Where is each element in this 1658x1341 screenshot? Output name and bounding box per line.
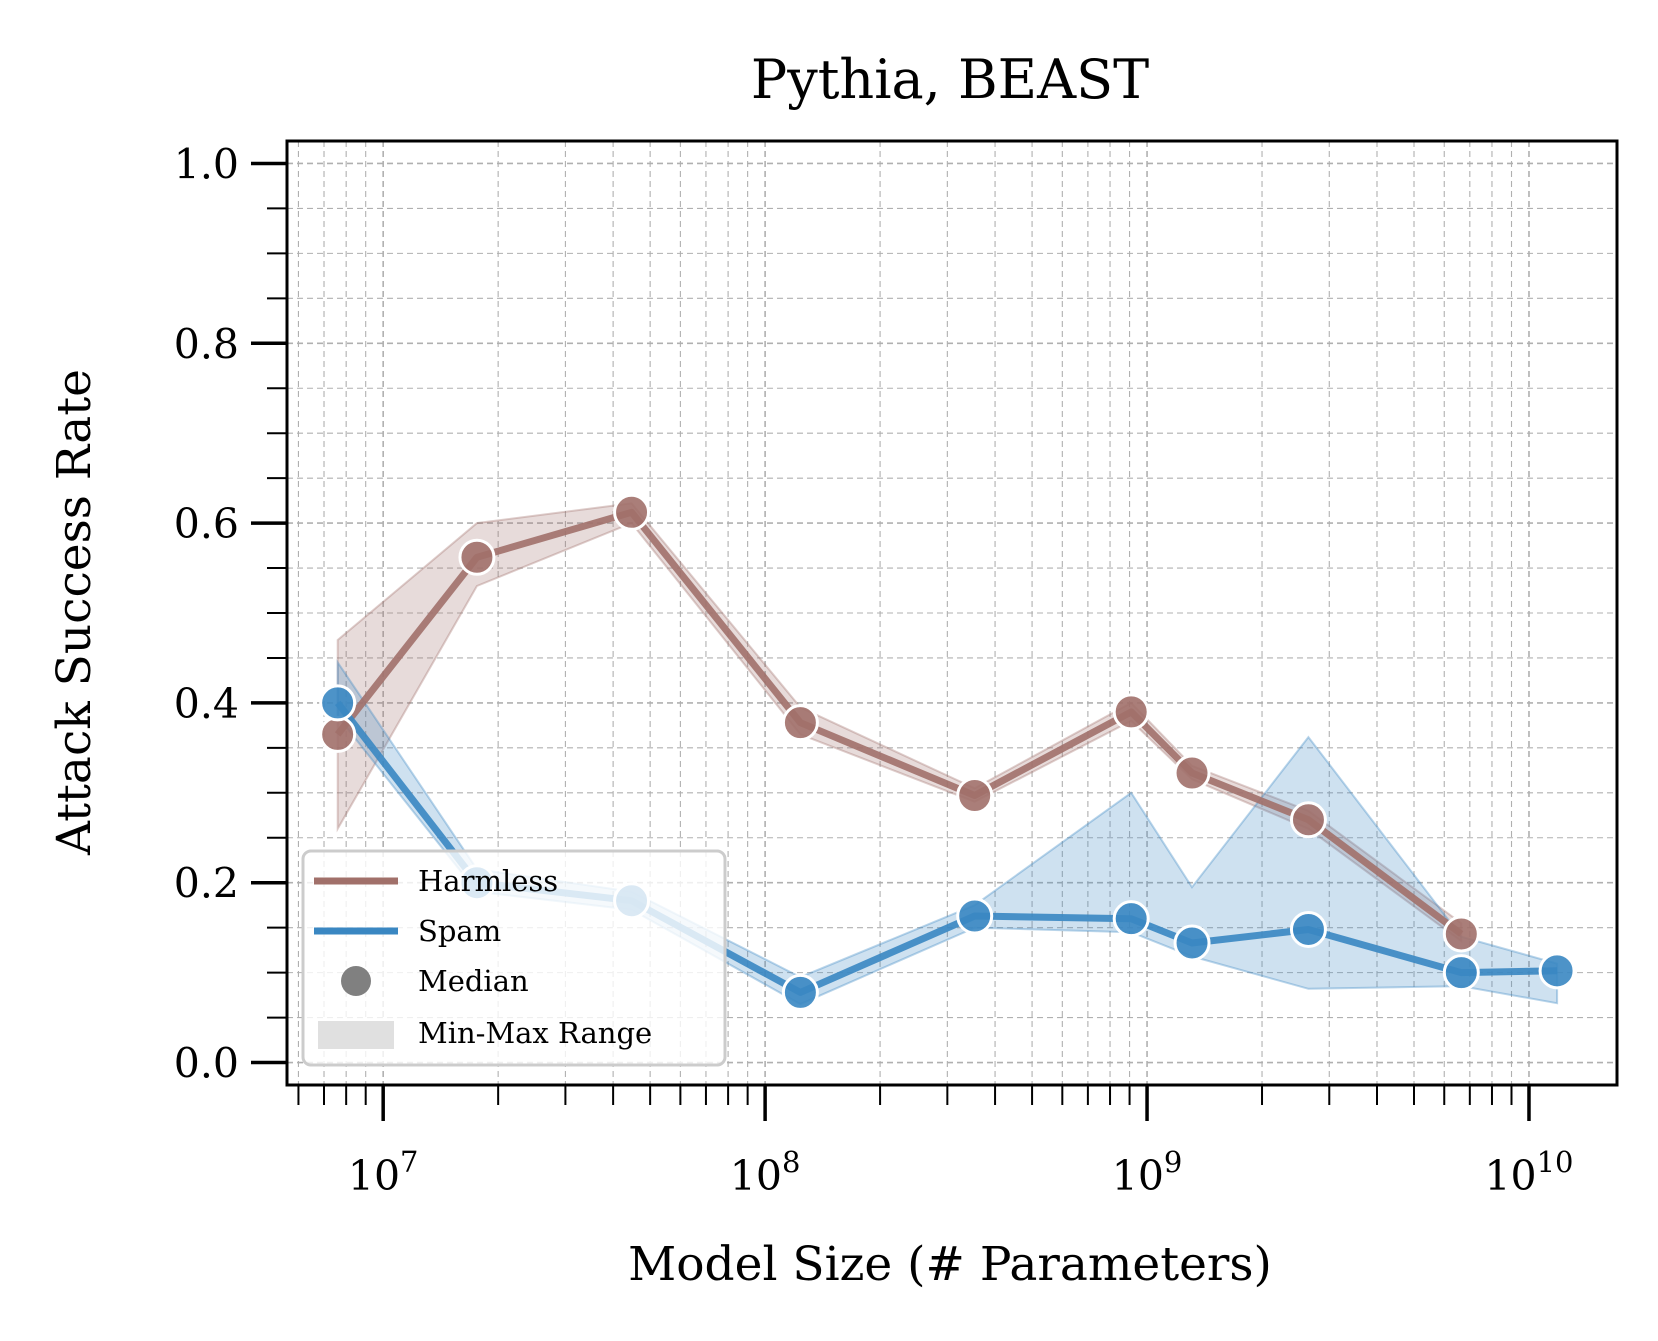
legend-range-swatch xyxy=(318,1021,394,1049)
legend-median-label: Median xyxy=(418,964,529,998)
point-harmless xyxy=(956,777,994,815)
point-spam xyxy=(1173,924,1211,962)
legend-harmless-label: Harmless xyxy=(418,864,558,898)
chart-title: Pythia, BEAST xyxy=(751,48,1149,111)
point-harmless xyxy=(1289,801,1327,839)
x-tick-label: 107 xyxy=(348,1145,419,1200)
point-spam xyxy=(781,973,819,1011)
y-tick-label: 0.4 xyxy=(174,680,239,728)
legend-spam-label: Spam xyxy=(418,914,501,948)
point-harmless xyxy=(1173,754,1211,792)
point-harmless xyxy=(1442,915,1480,953)
point-harmless xyxy=(781,704,819,742)
legend-median-marker xyxy=(341,966,371,996)
legend-box xyxy=(301,849,727,1067)
point-spam xyxy=(1442,954,1480,992)
point-spam xyxy=(956,897,994,935)
point-spam xyxy=(1112,900,1150,938)
x-tick-label: 1010 xyxy=(1484,1145,1573,1200)
point-harmless xyxy=(458,538,496,576)
legend: Harmless Spam Median Min-Max Range xyxy=(301,849,727,1067)
x-tick-label: 108 xyxy=(730,1145,801,1200)
x-axis: 107 108 109 1010 xyxy=(297,1085,1574,1200)
y-axis-label: Attack Success Rate xyxy=(47,369,102,856)
point-spam xyxy=(1289,910,1327,948)
legend-range-label: Min-Max Range xyxy=(418,1016,652,1050)
point-harmless xyxy=(319,715,357,753)
point-harmless xyxy=(613,493,651,531)
point-spam xyxy=(1538,952,1576,990)
point-spam xyxy=(319,684,357,722)
y-tick-label: 0.6 xyxy=(174,500,239,548)
grid xyxy=(287,141,1617,1085)
y-tick-label: 0.8 xyxy=(174,320,239,368)
y-tick-label: 0.0 xyxy=(174,1040,239,1088)
x-axis-label: Model Size (# Parameters) xyxy=(628,1237,1272,1292)
x-tick-label: 109 xyxy=(1112,1145,1183,1200)
point-harmless xyxy=(1112,693,1150,731)
y-tick-label: 0.2 xyxy=(174,860,239,908)
y-tick-label: 1.0 xyxy=(174,140,239,188)
y-axis: 0.0 0.2 0.4 0.6 0.8 1.0 xyxy=(174,140,287,1088)
